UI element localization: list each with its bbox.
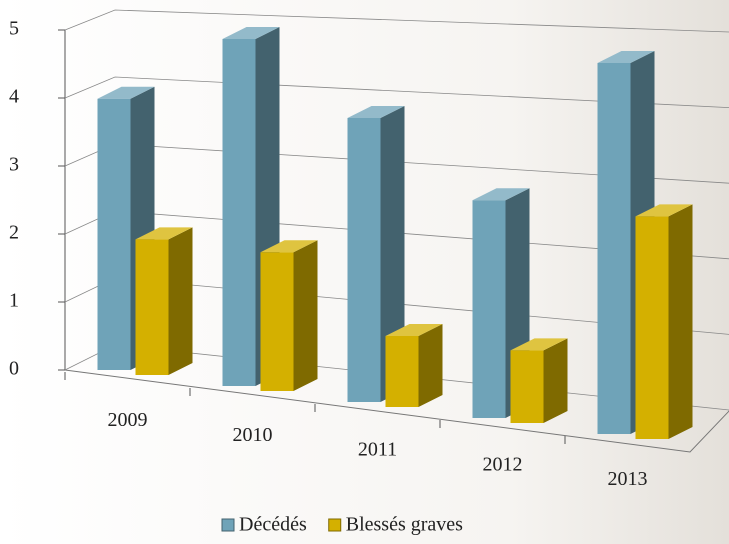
- y-tick-label: 0: [9, 358, 19, 380]
- bar-top: [347, 106, 405, 118]
- grid-line: [64, 9, 729, 33]
- legend-swatch: [221, 518, 235, 532]
- bar-top: [385, 324, 443, 336]
- legend-swatch: [328, 518, 342, 532]
- grid-line: [64, 76, 729, 108]
- bar-side: [418, 324, 443, 407]
- x-tick-label: 2013: [608, 468, 648, 490]
- bar: [222, 39, 256, 386]
- bar-top: [222, 27, 280, 39]
- bar-top: [597, 51, 655, 63]
- bar-top: [97, 86, 155, 99]
- legend-label: Décédés: [239, 514, 307, 536]
- bar-top: [260, 240, 318, 253]
- floor-edge: [64, 369, 729, 453]
- bar: [347, 118, 381, 402]
- x-tick-label: 2012: [483, 453, 523, 475]
- x-tick-label: 2009: [108, 409, 148, 431]
- bar-top: [510, 338, 568, 351]
- y-tick-label: 3: [9, 154, 19, 176]
- bar-top: [635, 204, 693, 217]
- y-tick-label: 2: [9, 222, 19, 244]
- bar: [597, 63, 631, 434]
- bar-side: [168, 227, 193, 375]
- bar: [635, 216, 669, 439]
- y-tick-label: 1: [9, 290, 19, 312]
- y-tick-label: 5: [9, 18, 19, 40]
- bar: [385, 336, 419, 407]
- y-tick-label: 4: [9, 86, 19, 108]
- bar: [97, 98, 131, 371]
- legend-label: Blessés graves: [346, 514, 463, 536]
- bar-side: [293, 240, 318, 391]
- bar: [260, 252, 294, 391]
- x-tick-label: 2010: [233, 424, 273, 446]
- bar-side: [668, 204, 693, 439]
- bar: [510, 350, 544, 423]
- bar-top: [135, 227, 193, 240]
- bar: [472, 200, 506, 418]
- x-tick-label: 2011: [358, 439, 397, 461]
- bar-side: [380, 106, 405, 402]
- bar: [135, 239, 169, 375]
- bar-side: [543, 338, 568, 423]
- bar-top: [472, 188, 530, 201]
